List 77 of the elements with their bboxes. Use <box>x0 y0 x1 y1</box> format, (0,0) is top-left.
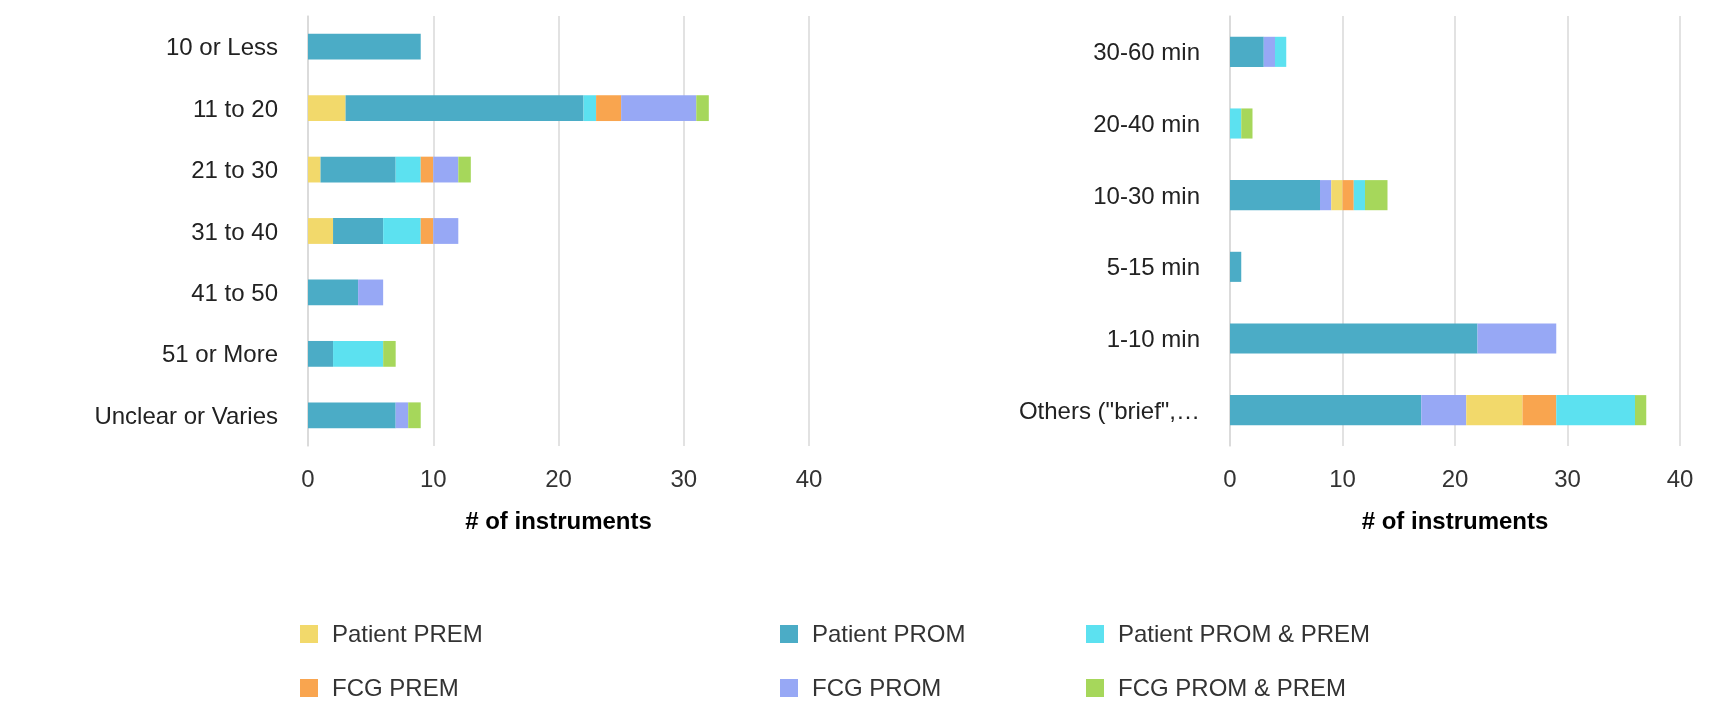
bar <box>1342 180 1354 211</box>
bar <box>333 340 384 367</box>
bar <box>1230 180 1320 211</box>
bar <box>1365 180 1388 211</box>
bar <box>433 218 459 244</box>
bar <box>458 156 471 183</box>
bar <box>696 95 709 122</box>
bar <box>1230 108 1242 139</box>
bar <box>308 156 321 183</box>
bar <box>308 340 334 367</box>
y-tick-label: 5-15 min <box>1106 253 1200 281</box>
bar <box>420 218 434 244</box>
legend-label: FCG PROM & PREM <box>1118 674 1347 702</box>
x-axis-title: # of instruments <box>1361 506 1549 534</box>
y-tick-label: 21 to 30 <box>191 156 278 184</box>
bar <box>408 402 421 429</box>
y-tick-label: 10-30 min <box>1093 181 1200 209</box>
bar <box>1230 395 1422 426</box>
bar <box>358 279 384 306</box>
bar <box>596 95 622 122</box>
y-tick-label: 30-60 min <box>1093 38 1200 66</box>
bar <box>333 218 384 244</box>
x-tick-label: 0 <box>1223 464 1237 492</box>
bar <box>621 95 697 122</box>
x-tick-label: 40 <box>795 464 823 492</box>
bar <box>1477 323 1557 354</box>
bar <box>1320 180 1332 211</box>
bar <box>308 402 396 429</box>
legend-label: Patient PROM <box>812 620 966 648</box>
y-tick-label: 51 or More <box>161 340 278 368</box>
bar <box>1230 251 1242 282</box>
bar <box>383 340 396 367</box>
bar <box>345 95 584 122</box>
x-tick-label: 0 <box>301 464 315 492</box>
y-tick-label: Others ("brief",… <box>1018 396 1200 424</box>
x-tick-label: 20 <box>545 464 572 492</box>
legend-label: Patient PROM & PREM <box>1118 620 1371 648</box>
bar <box>1275 36 1287 67</box>
bar <box>1522 395 1557 426</box>
bar <box>308 33 421 60</box>
bar <box>383 218 421 244</box>
bar <box>1230 323 1478 354</box>
legend-label: FCG PROM <box>812 674 942 702</box>
x-tick-label: 10 <box>419 464 447 492</box>
y-tick-label: 10 or Less <box>165 33 278 61</box>
y-tick-label: 31 to 40 <box>191 217 278 245</box>
x-tick-label: 40 <box>1666 464 1694 492</box>
bar <box>308 95 346 122</box>
x-tick-label: 30 <box>1554 464 1581 492</box>
bar <box>1263 36 1275 67</box>
bar <box>1353 180 1365 211</box>
bar <box>320 156 396 183</box>
bar <box>395 402 409 429</box>
bar <box>1466 395 1523 426</box>
legend-label: FCG PREM <box>332 674 459 702</box>
bar <box>1230 36 1264 67</box>
bar <box>308 279 359 306</box>
bar <box>420 156 434 183</box>
bar <box>395 156 421 183</box>
bar <box>1635 395 1647 426</box>
bar <box>308 218 334 244</box>
y-tick-label: Unclear or Varies <box>94 401 278 429</box>
x-tick-label: 20 <box>1441 464 1469 492</box>
bar <box>1331 180 1343 211</box>
x-tick-label: 30 <box>670 464 698 492</box>
bar <box>433 156 459 183</box>
x-tick-label: 10 <box>1329 464 1356 492</box>
x-axis-title: # of instruments <box>465 506 652 534</box>
bar <box>1241 108 1253 139</box>
y-tick-label: 20-40 min <box>1093 110 1200 137</box>
y-tick-label: 1-10 min <box>1106 325 1200 352</box>
bar <box>583 95 597 122</box>
legend-label: Patient PREM <box>332 620 483 648</box>
bar <box>1556 395 1635 426</box>
bar <box>1421 395 1467 426</box>
y-tick-label: 41 to 50 <box>191 278 278 306</box>
y-tick-label: 11 to 20 <box>193 94 278 122</box>
